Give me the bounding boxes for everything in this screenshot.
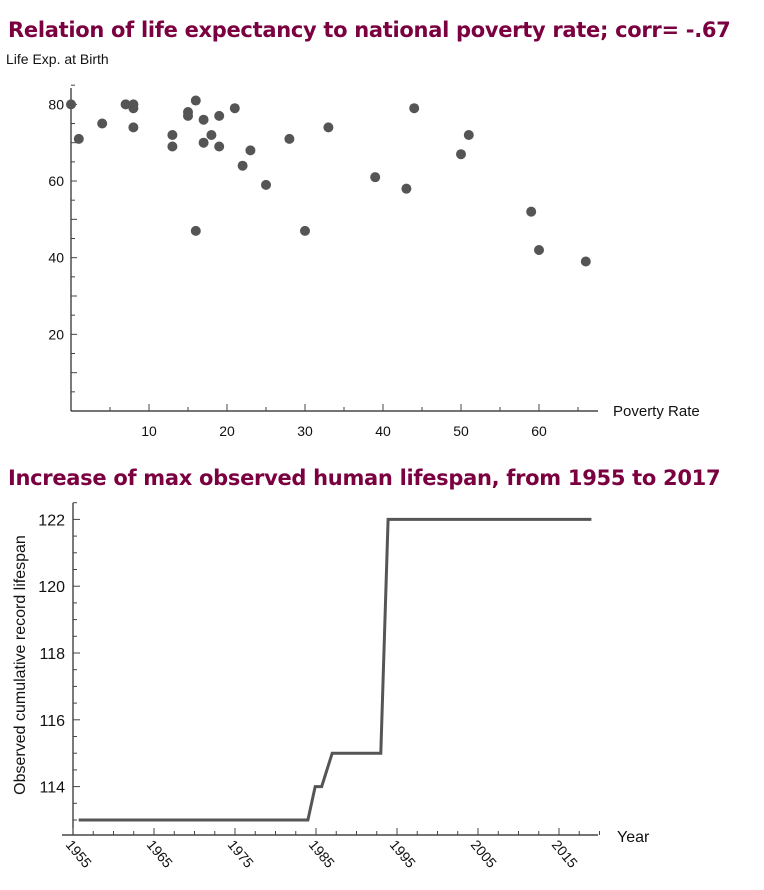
x-tick-label: 1965 bbox=[144, 837, 176, 871]
x-tick-label: 1975 bbox=[225, 837, 257, 871]
data-point bbox=[526, 206, 537, 217]
data-point bbox=[120, 99, 131, 110]
data-point bbox=[128, 122, 139, 133]
y-tick-label: 118 bbox=[39, 646, 65, 663]
chart2-title: Increase of max observed human lifespan,… bbox=[8, 466, 721, 490]
x-tick-label: 10 bbox=[141, 423, 157, 439]
data-point bbox=[229, 103, 240, 114]
data-point bbox=[456, 149, 466, 160]
y-tick-label: 60 bbox=[48, 173, 64, 189]
data-point bbox=[66, 99, 76, 110]
x-tick-label: 1995 bbox=[387, 837, 419, 871]
data-point bbox=[198, 114, 209, 125]
x-axis-label: Year bbox=[617, 829, 650, 846]
y-axis-label: Observed cumulative record lifespan bbox=[12, 535, 29, 795]
y-tick-label: 116 bbox=[39, 713, 65, 730]
x-tick-label: 20 bbox=[219, 423, 235, 439]
data-point bbox=[190, 225, 201, 236]
data-point bbox=[534, 245, 544, 256]
data-point bbox=[183, 110, 193, 121]
y-tick-label: 120 bbox=[38, 579, 65, 596]
data-point bbox=[128, 103, 139, 114]
x-tick-label: 50 bbox=[453, 423, 469, 439]
x-tick-label: 60 bbox=[531, 423, 547, 439]
data-point bbox=[73, 133, 84, 144]
y-tick-label: 20 bbox=[48, 326, 64, 342]
x-tick-label: 40 bbox=[375, 423, 391, 439]
data-point bbox=[300, 225, 310, 236]
data-point bbox=[214, 141, 225, 152]
chart1-title: Relation of life expectancy to national … bbox=[8, 18, 731, 42]
data-point bbox=[409, 103, 420, 114]
data-point bbox=[214, 110, 225, 121]
x-axis-label: Poverty Rate bbox=[613, 403, 700, 420]
record-line bbox=[78, 517, 592, 822]
data-point bbox=[237, 160, 248, 171]
data-point bbox=[245, 145, 256, 156]
data-point bbox=[261, 179, 271, 190]
data-point bbox=[580, 256, 591, 267]
x-tick-label: 2005 bbox=[468, 837, 500, 871]
x-tick-label: 2015 bbox=[549, 837, 581, 871]
data-point bbox=[190, 95, 201, 106]
data-point bbox=[463, 130, 474, 141]
data-point bbox=[284, 133, 295, 144]
y-tick-label: 80 bbox=[48, 96, 64, 112]
data-point bbox=[323, 122, 334, 133]
y-tick-label: 122 bbox=[38, 512, 65, 529]
x-tick-label: 1955 bbox=[63, 837, 95, 871]
y-tick-label: 40 bbox=[48, 250, 64, 266]
data-point bbox=[167, 141, 178, 152]
x-tick-label: 1985 bbox=[306, 837, 338, 871]
data-point bbox=[370, 172, 381, 183]
data-point bbox=[401, 183, 412, 194]
data-point bbox=[198, 137, 209, 148]
data-point bbox=[97, 118, 108, 129]
y-axis-label: Life Exp. at Birth bbox=[6, 51, 109, 67]
x-tick-label: 30 bbox=[297, 423, 313, 439]
y-tick-label: 114 bbox=[39, 780, 65, 797]
data-point bbox=[167, 130, 178, 141]
data-point bbox=[206, 130, 217, 141]
